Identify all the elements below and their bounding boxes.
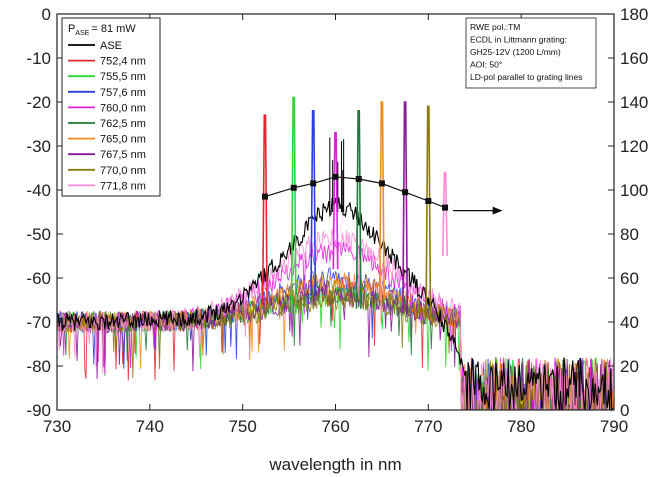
legend-title-sub: ASE [75,30,89,37]
annotation-line: LD-pol parallel to grating lines [470,72,582,82]
axes-layer: 730 740 750 760 770 780 7900-10-20-30-40-50-60… [26,5,648,436]
arrow-head [492,206,503,215]
x-tick-label: 770 [414,417,442,436]
annotation-box: RWE pol.:TM ECDL in Littmann grating: GH25… [465,17,597,89]
legend-item-label: 762,5 nm [100,118,146,130]
x-tick-label: 750 [228,417,256,436]
annotation-line: AOI: 50° [470,60,502,70]
y2-tick-label: 40 [620,313,639,332]
legend-item-label: 760,0 nm [100,102,146,114]
y2-tick-label: 120 [620,137,648,156]
y2-tick-label: 100 [620,181,648,200]
x-tick-label: 780 [507,417,535,436]
legend-item-label: 771,8 nm [100,180,146,192]
series-peak-755,5 nm [290,96,297,314]
y-tick-label: -40 [26,181,51,200]
annotation-frame [465,17,597,89]
right-axis-series [261,173,503,215]
right-axis-point [261,193,268,200]
legend-title-main: P [68,23,75,35]
y2-tick-label: 0 [620,401,629,420]
legend-title: PASE = 81 mW [68,23,136,37]
y-tick-label: -50 [26,225,51,244]
right-axis-point [332,173,339,180]
x-tick-label: 740 [136,417,164,436]
series-peak-752,4 nm [261,114,268,305]
y-tick-label: -20 [26,93,51,112]
series-peak-760,0 nm [332,132,339,270]
y-tick-label: -90 [26,401,51,420]
y2-tick-label: 160 [620,49,648,68]
annotation-line: RWE pol.:TM [470,22,520,32]
x-tick-label: 790 [600,417,628,436]
right-axis-point [310,180,317,187]
legend-item-label: 770,0 nm [100,165,146,177]
legend-items: ASE 752,4 nm 755,5 nm 757,6 nm 760,0 nm 762,5… [68,40,146,192]
annotation-line: ECDL in Littmann grating: [470,35,567,45]
series-peak-767,5 nm [402,101,409,314]
series-peak-771,8 nm [442,171,448,257]
legend-item-label: 767,5 nm [100,149,146,161]
y-tick-label: -10 [26,49,51,68]
noise-layer [56,137,614,412]
series-peak-765,0 nm [378,101,385,301]
series-peak-757,6 nm [310,110,317,296]
right-axis-point [378,180,385,187]
right-axis-point [402,189,409,196]
series-layer [261,96,448,318]
y2-tick-label: 80 [620,225,639,244]
legend-item-label: 755,5 nm [100,71,146,83]
annotation-line: GH25-12V (1200 L/mm) [470,47,561,57]
right-axis-point [425,198,432,204]
y-tick-label: -80 [26,357,51,376]
annotation-lines: RWE pol.:TM ECDL in Littmann grating: GH25… [470,22,582,82]
y-tick-label: -60 [26,269,51,288]
right-axis-point [290,184,297,191]
right-axis-point [355,176,362,182]
y2-tick-label: 180 [620,5,648,24]
right-axis-point [442,204,449,211]
legend-title-value: = 81 mW [91,23,136,35]
x-tick-label: 730 [43,417,71,436]
x-axis-label: wavelength in nm [268,455,401,474]
y-tick-label: -30 [26,137,51,156]
ase-line [56,197,614,412]
y2-tick-label: 60 [620,269,639,288]
legend-item-label: ASE [100,40,122,52]
y2-tick-label: 20 [620,357,639,376]
series-peak-762,5 nm [355,110,362,309]
series-noise-770,0 nm [56,290,614,412]
y2-tick-label: 140 [620,93,648,112]
series-peak-770,0 nm [425,105,432,318]
x-tick-label: 760 [321,417,349,436]
legend-item-label: 765,0 nm [100,134,146,146]
legend-item-label: 757,6 nm [100,87,146,99]
y-tick-label: -70 [26,313,51,332]
y-tick-label: 0 [42,5,51,24]
legend-item-label: 752,4 nm [100,56,146,68]
